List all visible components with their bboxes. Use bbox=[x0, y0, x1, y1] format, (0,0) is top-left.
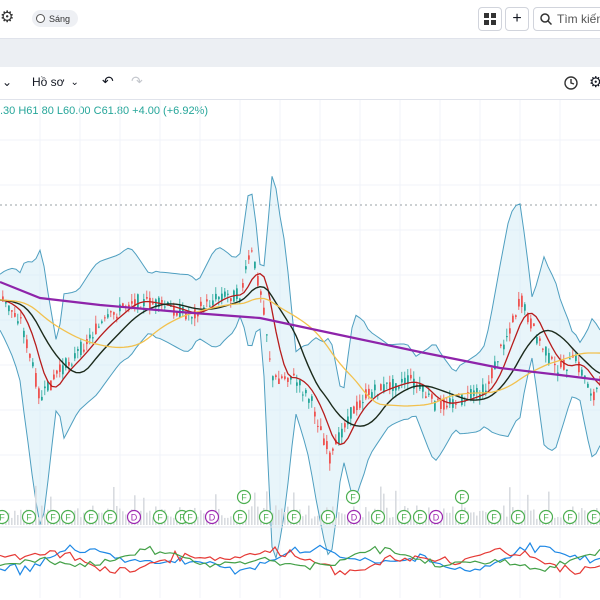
svg-text:F: F bbox=[0, 513, 5, 523]
gear-icon[interactable]: ⚙ bbox=[589, 74, 600, 91]
ohlc-change: +4.00 (+6.92%) bbox=[132, 105, 209, 117]
theme-label: Sáng bbox=[49, 13, 71, 24]
earnings-marker[interactable]: F bbox=[258, 509, 274, 525]
earnings-marker[interactable]: F bbox=[586, 509, 600, 525]
svg-text:F: F bbox=[291, 513, 297, 523]
gear-icon[interactable]: ⚙ bbox=[0, 9, 15, 26]
svg-text:D: D bbox=[433, 513, 440, 523]
plus-icon: + bbox=[512, 10, 522, 27]
svg-text:F: F bbox=[241, 493, 247, 503]
svg-text:F: F bbox=[543, 513, 549, 523]
earnings-marker[interactable]: F bbox=[454, 509, 470, 525]
svg-text:F: F bbox=[26, 513, 32, 523]
earnings-marker[interactable]: F bbox=[45, 509, 61, 525]
event-markers: F F F F F F D F F F D F F F F D F F F D F F F F F FF F F bbox=[0, 489, 600, 525]
chevron-down-icon[interactable]: ⌄ bbox=[2, 75, 13, 89]
earnings-marker-raised[interactable]: F bbox=[236, 489, 252, 505]
svg-text:F: F bbox=[567, 513, 573, 523]
earnings-marker[interactable]: F bbox=[562, 509, 578, 525]
moving-averages bbox=[0, 272, 600, 446]
earnings-marker[interactable]: F bbox=[182, 509, 198, 525]
theme-radio-icon bbox=[36, 14, 45, 23]
redo-icon[interactable]: ↷ bbox=[131, 73, 143, 89]
chart-toolbar: ⌄ Hồ sơ ⌄ ↶ ↷ ⚙ bbox=[0, 67, 600, 100]
svg-text:F: F bbox=[325, 513, 331, 523]
svg-text:F: F bbox=[491, 513, 497, 523]
profile-dropdown[interactable]: Hồ sơ ⌄ bbox=[32, 75, 79, 89]
dividend-marker[interactable]: D bbox=[346, 509, 362, 525]
earnings-marker[interactable]: F bbox=[396, 509, 412, 525]
svg-text:F: F bbox=[88, 513, 94, 523]
earnings-marker[interactable]: F bbox=[21, 509, 37, 525]
svg-text:F: F bbox=[350, 493, 356, 503]
profile-label: Hồ sơ bbox=[32, 75, 65, 89]
earnings-marker-raised[interactable]: F bbox=[345, 489, 361, 505]
svg-text:F: F bbox=[591, 513, 597, 523]
oscillator-pane bbox=[0, 541, 600, 576]
svg-text:F: F bbox=[515, 513, 521, 523]
svg-text:F: F bbox=[50, 513, 56, 523]
svg-text:F: F bbox=[375, 513, 381, 523]
dividend-marker[interactable]: D bbox=[126, 509, 142, 525]
svg-text:F: F bbox=[263, 513, 269, 523]
earnings-marker[interactable]: F bbox=[102, 509, 118, 525]
earnings-marker[interactable]: F bbox=[60, 509, 76, 525]
earnings-marker[interactable]: F bbox=[152, 509, 168, 525]
top-bar: ⚙ Sáng + Tìm kiếm bbox=[0, 0, 600, 39]
svg-text:F: F bbox=[401, 513, 407, 523]
clock-icon[interactable] bbox=[563, 75, 579, 91]
svg-text:D: D bbox=[351, 513, 358, 523]
chevron-down-icon: ⌄ bbox=[70, 76, 79, 88]
earnings-marker[interactable]: F bbox=[412, 509, 428, 525]
svg-text:F: F bbox=[187, 513, 193, 523]
search-icon bbox=[540, 13, 552, 25]
svg-text:D: D bbox=[131, 513, 138, 523]
ohlc-open: .30 bbox=[0, 105, 16, 117]
svg-text:F: F bbox=[417, 513, 423, 523]
svg-text:F: F bbox=[179, 513, 185, 523]
earnings-marker[interactable]: F bbox=[370, 509, 386, 525]
earnings-marker[interactable]: F bbox=[320, 509, 336, 525]
candlesticks bbox=[2, 247, 600, 471]
svg-text:D: D bbox=[209, 513, 216, 523]
ohlc-low: L60.00 bbox=[56, 105, 91, 117]
earnings-marker[interactable]: F bbox=[486, 509, 502, 525]
grid-layout-icon bbox=[484, 13, 496, 25]
dividend-marker[interactable]: D bbox=[204, 509, 220, 525]
svg-text:F: F bbox=[157, 513, 163, 523]
ohlc-high: H61.80 bbox=[18, 105, 54, 117]
theme-toggle[interactable]: Sáng bbox=[32, 10, 79, 27]
dividend-marker[interactable]: D bbox=[428, 509, 444, 525]
layout-button[interactable] bbox=[478, 7, 502, 31]
svg-text:F: F bbox=[107, 513, 113, 523]
earnings-marker[interactable]: F bbox=[510, 509, 526, 525]
earnings-marker[interactable]: F bbox=[538, 509, 554, 525]
bollinger-bands bbox=[0, 176, 600, 560]
earnings-marker[interactable]: F bbox=[83, 509, 99, 525]
svg-text:F: F bbox=[459, 513, 465, 523]
search-box[interactable]: Tìm kiếm bbox=[533, 7, 600, 31]
svg-text:F: F bbox=[65, 513, 71, 523]
svg-text:F: F bbox=[459, 493, 465, 503]
add-button[interactable]: + bbox=[505, 7, 529, 31]
earnings-marker[interactable]: F bbox=[286, 509, 302, 525]
search-placeholder: Tìm kiếm bbox=[557, 12, 600, 26]
earnings-marker[interactable]: F bbox=[0, 509, 10, 525]
gray-separator-bar bbox=[0, 39, 600, 67]
undo-icon[interactable]: ↶ bbox=[102, 73, 114, 89]
earnings-marker-raised[interactable]: F bbox=[454, 489, 470, 505]
earnings-marker[interactable]: F bbox=[232, 509, 248, 525]
svg-text:F: F bbox=[237, 513, 243, 523]
